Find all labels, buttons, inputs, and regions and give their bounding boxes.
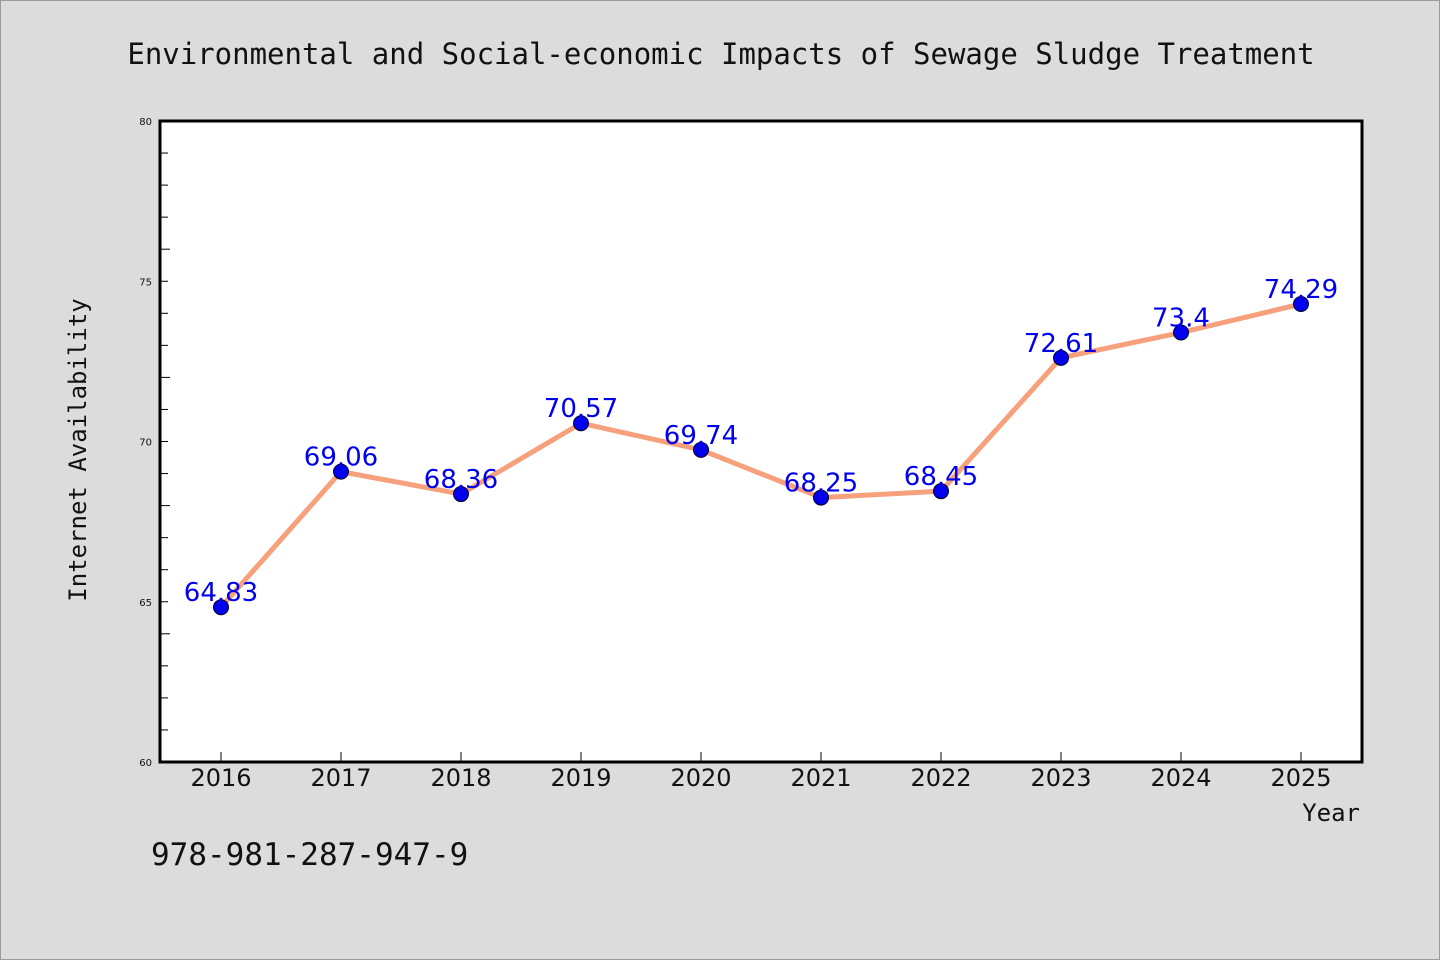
data-label: 68.36 xyxy=(424,465,498,495)
footer-code: 978-981-287-947-9 xyxy=(151,837,468,873)
y-tick-label: 80 xyxy=(139,117,152,128)
data-label: 69.06 xyxy=(304,443,378,473)
data-label: 68.45 xyxy=(904,462,978,492)
series-line xyxy=(218,301,1304,610)
data-point xyxy=(573,415,589,432)
x-tick-label: 2020 xyxy=(670,764,731,792)
data-point xyxy=(1173,324,1189,341)
data-point xyxy=(1053,349,1069,366)
data-point xyxy=(693,441,709,458)
x-tick-label: 2021 xyxy=(790,764,851,792)
y-tick-label: 70 xyxy=(139,438,152,449)
data-point xyxy=(453,486,469,503)
data-label: 64.83 xyxy=(184,578,258,608)
data-point xyxy=(813,489,829,506)
data-label: 72.61 xyxy=(1024,329,1098,359)
y-tick-label: 75 xyxy=(139,277,152,288)
chart-title: Environmental and Social-economic Impact… xyxy=(127,37,1314,71)
x-tick-label: 2018 xyxy=(430,764,491,792)
data-point xyxy=(333,463,349,480)
data-label: 69.74 xyxy=(664,421,738,451)
x-tick-label: 2017 xyxy=(310,764,371,792)
x-tick-label: 2019 xyxy=(550,764,611,792)
data-point xyxy=(1293,296,1309,313)
series-line-group: 64.83 69.06 68.36 70.57 69.74 68.25 68.45 72.61… xyxy=(184,275,1338,616)
x-tick-label: 2022 xyxy=(910,764,971,792)
y-axis-ticks: 60 65 70 75 80 xyxy=(139,117,170,769)
data-point xyxy=(933,483,949,500)
x-tick-label: 2023 xyxy=(1030,764,1091,792)
x-tick-label: 2016 xyxy=(190,764,251,792)
data-point xyxy=(213,599,229,616)
x-tick-label: 2025 xyxy=(1270,764,1331,792)
y-tick-label: 65 xyxy=(139,598,152,609)
y-tick-label: 60 xyxy=(139,758,152,769)
data-label: 70.57 xyxy=(544,394,618,424)
data-label: 74.29 xyxy=(1264,275,1338,305)
x-tick-label: 2024 xyxy=(1150,764,1211,792)
y-axis-label: Internet Availability xyxy=(64,298,92,601)
data-label: 73.4 xyxy=(1152,304,1210,334)
x-axis-ticks: 2016 2017 2018 2019 2020 2021 2022 2023 2024 2025 xyxy=(190,752,1332,792)
plot-area xyxy=(158,119,1364,764)
x-axis-label: Year xyxy=(1302,799,1360,827)
data-label: 68.25 xyxy=(784,469,858,499)
